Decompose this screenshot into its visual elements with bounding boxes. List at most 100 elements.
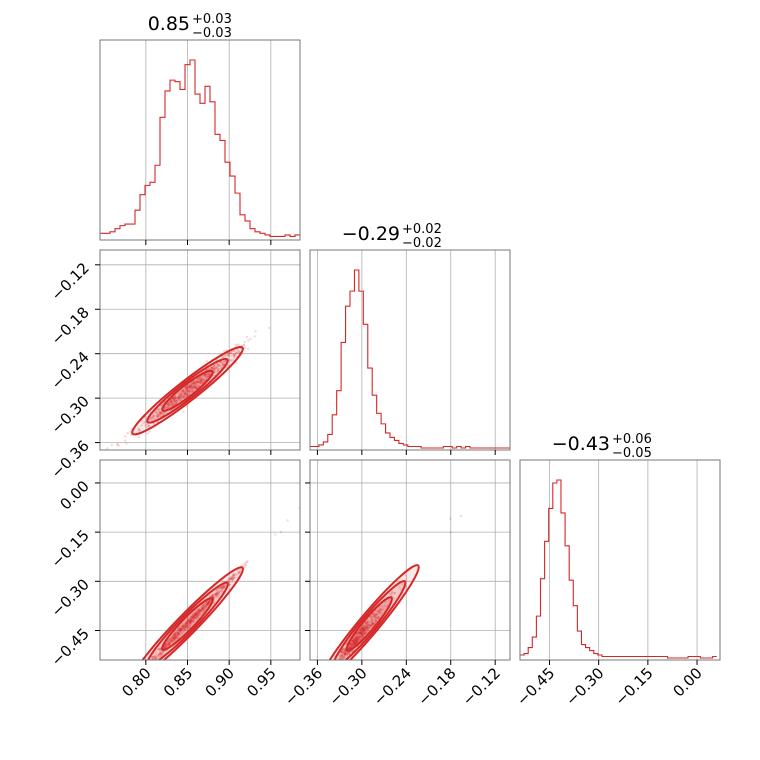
sample-point (227, 577, 231, 581)
sample-point (186, 394, 190, 397)
sample-point (148, 662, 150, 664)
sample-point (347, 652, 351, 655)
sample-point (274, 533, 277, 536)
sample-point (353, 641, 357, 644)
sample-point (193, 613, 197, 617)
sample-point (333, 663, 335, 665)
sample-point (364, 626, 367, 629)
sample-point (183, 626, 186, 630)
sample-point (212, 366, 216, 369)
sample-point (182, 628, 186, 632)
sample-point (175, 401, 179, 404)
sample-point (202, 374, 205, 378)
sample-point (198, 611, 201, 614)
sample-point (152, 414, 155, 418)
sample-point (183, 391, 186, 394)
sample-point (179, 396, 182, 399)
sample-point (186, 624, 190, 627)
sample-point (159, 651, 162, 654)
sample-point (185, 624, 189, 627)
sample-point (185, 387, 188, 390)
sample-point (198, 380, 201, 384)
sample-point (182, 624, 185, 627)
sample-point (361, 633, 364, 637)
sample-point (185, 621, 188, 624)
sample-point (359, 635, 362, 638)
sample-point (344, 650, 347, 654)
sample-point (384, 600, 387, 604)
sample-point (206, 372, 210, 376)
sample-point (361, 633, 365, 636)
sample-point (354, 641, 358, 645)
sample-point (237, 350, 240, 353)
sample-point (106, 447, 109, 450)
sample-point (170, 640, 174, 643)
sample-point (340, 654, 343, 658)
sample-point (203, 379, 206, 383)
sample-point (389, 593, 393, 596)
sample-point (176, 396, 179, 399)
sample-point (202, 378, 206, 381)
sample-point (176, 632, 180, 635)
sample-point (213, 592, 217, 596)
sample-point (329, 676, 331, 678)
sample-point (209, 599, 212, 602)
sample-point (219, 589, 222, 593)
sample-point (181, 624, 184, 627)
sample-point (243, 340, 246, 344)
sample-point (187, 386, 190, 389)
sample-point (365, 623, 368, 626)
sample-point (232, 573, 235, 576)
sample-point (364, 628, 367, 631)
sample-point (231, 578, 234, 582)
sample-point (360, 631, 363, 635)
sample-point (185, 620, 189, 624)
sample-point (186, 626, 189, 630)
sample-point (196, 377, 199, 381)
sample-point (349, 641, 352, 645)
sample-point (191, 382, 194, 385)
sample-point (156, 414, 159, 417)
sample-point (337, 668, 339, 670)
sample-point (361, 627, 364, 630)
sample-point (169, 639, 173, 642)
sample-point (342, 652, 345, 655)
sample-point (211, 366, 214, 370)
sample-point (172, 638, 175, 641)
sample-point (173, 395, 177, 398)
sample-point (365, 631, 368, 634)
sample-point (354, 638, 357, 641)
sample-point (373, 615, 377, 619)
sample-point (170, 400, 173, 403)
sample-point (188, 621, 192, 624)
sample-point (233, 577, 236, 580)
sample-point (347, 646, 350, 649)
sample-point (180, 389, 183, 393)
sample-point (201, 605, 204, 608)
sample-point (352, 642, 355, 646)
sample-point (179, 627, 183, 630)
sample-point (379, 608, 383, 611)
sample-point (167, 639, 171, 642)
sample-point (191, 620, 195, 624)
sample-point (343, 668, 345, 670)
sample-point (158, 413, 162, 416)
sample-point (196, 611, 200, 614)
sample-point (188, 619, 191, 623)
sample-point (164, 644, 168, 647)
sample-point (182, 390, 185, 393)
sample-point (187, 393, 190, 396)
sample-point (208, 600, 211, 603)
sample-point (378, 608, 381, 612)
sample-point (449, 517, 452, 520)
sample-point (197, 609, 201, 613)
sample-point (230, 576, 233, 580)
sample-point (353, 639, 356, 642)
sample-point (352, 637, 355, 640)
sample-point (215, 366, 218, 369)
sample-point (350, 643, 353, 646)
sample-point (195, 380, 198, 383)
sample-point (157, 654, 160, 657)
sample-point (362, 632, 366, 636)
diag-title-0: 0.85 +0.03−0.03 (148, 12, 232, 41)
